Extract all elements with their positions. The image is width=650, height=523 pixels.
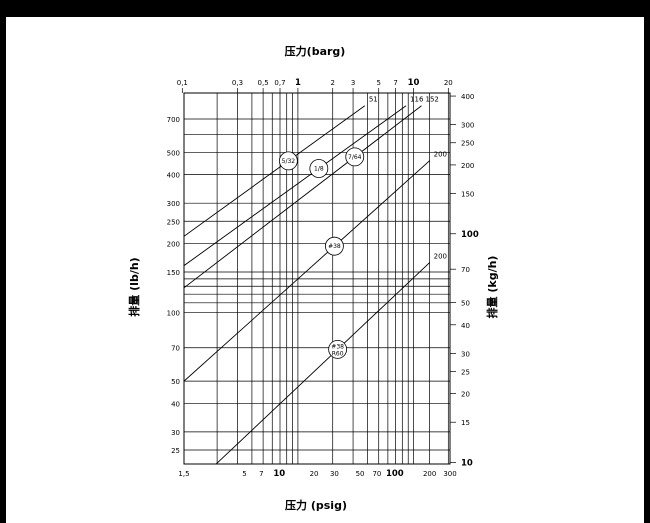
orifice-label: 5/32 bbox=[282, 158, 296, 165]
series-end-label: 152 bbox=[425, 96, 438, 104]
right-tick-label: 100 bbox=[461, 230, 479, 240]
right-tick-label: 300 bbox=[461, 122, 474, 130]
top-tick-label: 7 bbox=[393, 79, 397, 87]
bottom-tick-label: 10 bbox=[273, 469, 285, 479]
top-tick-label: 20 bbox=[444, 79, 453, 87]
right-tick-label: 15 bbox=[461, 419, 470, 427]
right-tick-label: 30 bbox=[461, 350, 470, 358]
series-line bbox=[215, 262, 430, 464]
orifice-label: 1/8 bbox=[314, 166, 324, 173]
left-tick-label: 40 bbox=[171, 400, 180, 408]
orifice-marker: 7/64 bbox=[345, 147, 365, 167]
left-tick-label: 250 bbox=[167, 218, 180, 226]
right-axis-title: 排量 (kg/h) bbox=[485, 256, 499, 319]
bottom-tick-label: 100 bbox=[386, 469, 404, 479]
series-line bbox=[184, 105, 422, 289]
right-tick-label: 40 bbox=[461, 322, 470, 330]
left-tick-label: 200 bbox=[167, 240, 180, 248]
left-tick-label: 25 bbox=[171, 447, 180, 455]
left-tick-label: 100 bbox=[167, 309, 180, 317]
right-tick-label: 150 bbox=[461, 190, 474, 198]
bottom-tick-label: 1,5 bbox=[178, 470, 189, 478]
right-tick-label: 20 bbox=[461, 391, 470, 399]
left-tick-label: 70 bbox=[171, 345, 180, 353]
top-tick-label: 10 bbox=[408, 78, 420, 88]
orifice-label: 7/64 bbox=[348, 154, 362, 161]
top-tick-label: 3 bbox=[351, 79, 355, 87]
bottom-tick-label: 5 bbox=[242, 470, 246, 478]
top-tick-label: 2 bbox=[330, 79, 334, 87]
series-line bbox=[184, 160, 430, 382]
flow-capacity-chart: 0,1 0,3 0,5 0,7 1 2 3 5 7 10 20 1,5 5 7 10 20 30 50 70 100 2… bbox=[127, 44, 499, 512]
right-tick-label: 25 bbox=[461, 368, 470, 376]
orifice-label: #38 bbox=[331, 343, 344, 350]
bottom-tick-label: 70 bbox=[372, 470, 381, 478]
left-tick-label: 400 bbox=[167, 172, 180, 180]
left-tick-label: 150 bbox=[167, 269, 180, 277]
right-tick-label: 10 bbox=[461, 458, 473, 468]
orifice-marker: #38 bbox=[324, 236, 344, 256]
orifice-marker: 1/8 bbox=[309, 159, 329, 178]
series-line bbox=[184, 105, 366, 237]
bottom-tick-label: 50 bbox=[356, 470, 365, 478]
bottom-tick-label: 30 bbox=[330, 470, 339, 478]
orifice-label: R60 bbox=[332, 350, 344, 357]
top-tick-label: 0,1 bbox=[177, 79, 188, 87]
chart-grid bbox=[181, 88, 456, 465]
left-tick-label: 700 bbox=[167, 116, 180, 124]
series-end-label: 116 bbox=[410, 96, 424, 104]
bottom-tick-label: 300 bbox=[443, 470, 456, 478]
left-tick-label: 30 bbox=[171, 429, 180, 437]
chart-panel: 0,1 0,3 0,5 0,7 1 2 3 5 7 10 20 1,5 5 7 10 20 30 50 70 100 2… bbox=[6, 17, 644, 523]
right-tick-label: 400 bbox=[461, 93, 474, 101]
bottom-tick-label: 20 bbox=[310, 470, 319, 478]
left-tick-label: 300 bbox=[167, 200, 180, 208]
series-line bbox=[184, 105, 407, 266]
plot-border bbox=[183, 92, 451, 465]
top-tick-label: 5 bbox=[376, 79, 380, 87]
axis-labels: 0,1 0,3 0,5 0,7 1 2 3 5 7 10 20 1,5 5 7 10 20 30 50 70 100 2… bbox=[167, 78, 479, 479]
top-tick-label: 0,7 bbox=[274, 79, 285, 87]
right-tick-label: 50 bbox=[461, 300, 470, 308]
bottom-axis-title: 压力 (psig) bbox=[285, 498, 347, 512]
series-end-label: 200 bbox=[434, 151, 447, 159]
left-axis-title: 排量 (lb/h) bbox=[127, 257, 141, 316]
top-tick-label: 0,5 bbox=[258, 79, 269, 87]
bottom-tick-label: 7 bbox=[259, 470, 263, 478]
series-end-label: 200 bbox=[434, 253, 447, 261]
series-end-label: 51 bbox=[369, 96, 378, 104]
right-tick-label: 250 bbox=[461, 140, 474, 148]
top-tick-label: 1 bbox=[295, 78, 301, 88]
series-layer bbox=[184, 105, 430, 464]
top-tick-label: 0,3 bbox=[232, 79, 243, 87]
right-tick-label: 70 bbox=[461, 266, 470, 274]
orifice-marker: 5/32 bbox=[278, 151, 298, 171]
bottom-tick-label: 200 bbox=[423, 470, 436, 478]
left-tick-label: 500 bbox=[167, 149, 180, 157]
top-axis-title: 压力(barg) bbox=[285, 44, 346, 58]
left-tick-label: 50 bbox=[171, 378, 180, 386]
right-tick-label: 200 bbox=[461, 162, 474, 170]
orifice-label: #38 bbox=[328, 243, 341, 250]
